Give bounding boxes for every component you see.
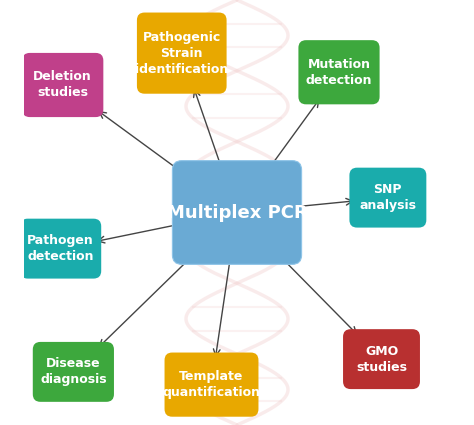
Text: Mutation
detection: Mutation detection: [306, 58, 372, 87]
Text: SNP
analysis: SNP analysis: [359, 183, 416, 212]
Text: Multiplex PCR: Multiplex PCR: [167, 204, 307, 221]
FancyBboxPatch shape: [349, 167, 426, 228]
FancyBboxPatch shape: [299, 40, 380, 105]
Text: Deletion
studies: Deletion studies: [33, 71, 92, 99]
FancyBboxPatch shape: [173, 161, 301, 264]
FancyBboxPatch shape: [137, 13, 227, 94]
FancyBboxPatch shape: [343, 329, 420, 389]
FancyBboxPatch shape: [33, 342, 114, 402]
FancyBboxPatch shape: [22, 53, 103, 117]
Text: Template
quantification: Template quantification: [163, 370, 261, 399]
Text: GMO
studies: GMO studies: [356, 345, 407, 374]
Text: Pathogenic
Strain
identification: Pathogenic Strain identification: [135, 31, 228, 76]
Text: Pathogen
detection: Pathogen detection: [27, 234, 94, 263]
Text: Disease
diagnosis: Disease diagnosis: [40, 357, 107, 386]
FancyBboxPatch shape: [20, 219, 101, 279]
FancyBboxPatch shape: [164, 353, 258, 416]
Text: © Genetic Education Inc.: © Genetic Education Inc.: [197, 167, 293, 177]
